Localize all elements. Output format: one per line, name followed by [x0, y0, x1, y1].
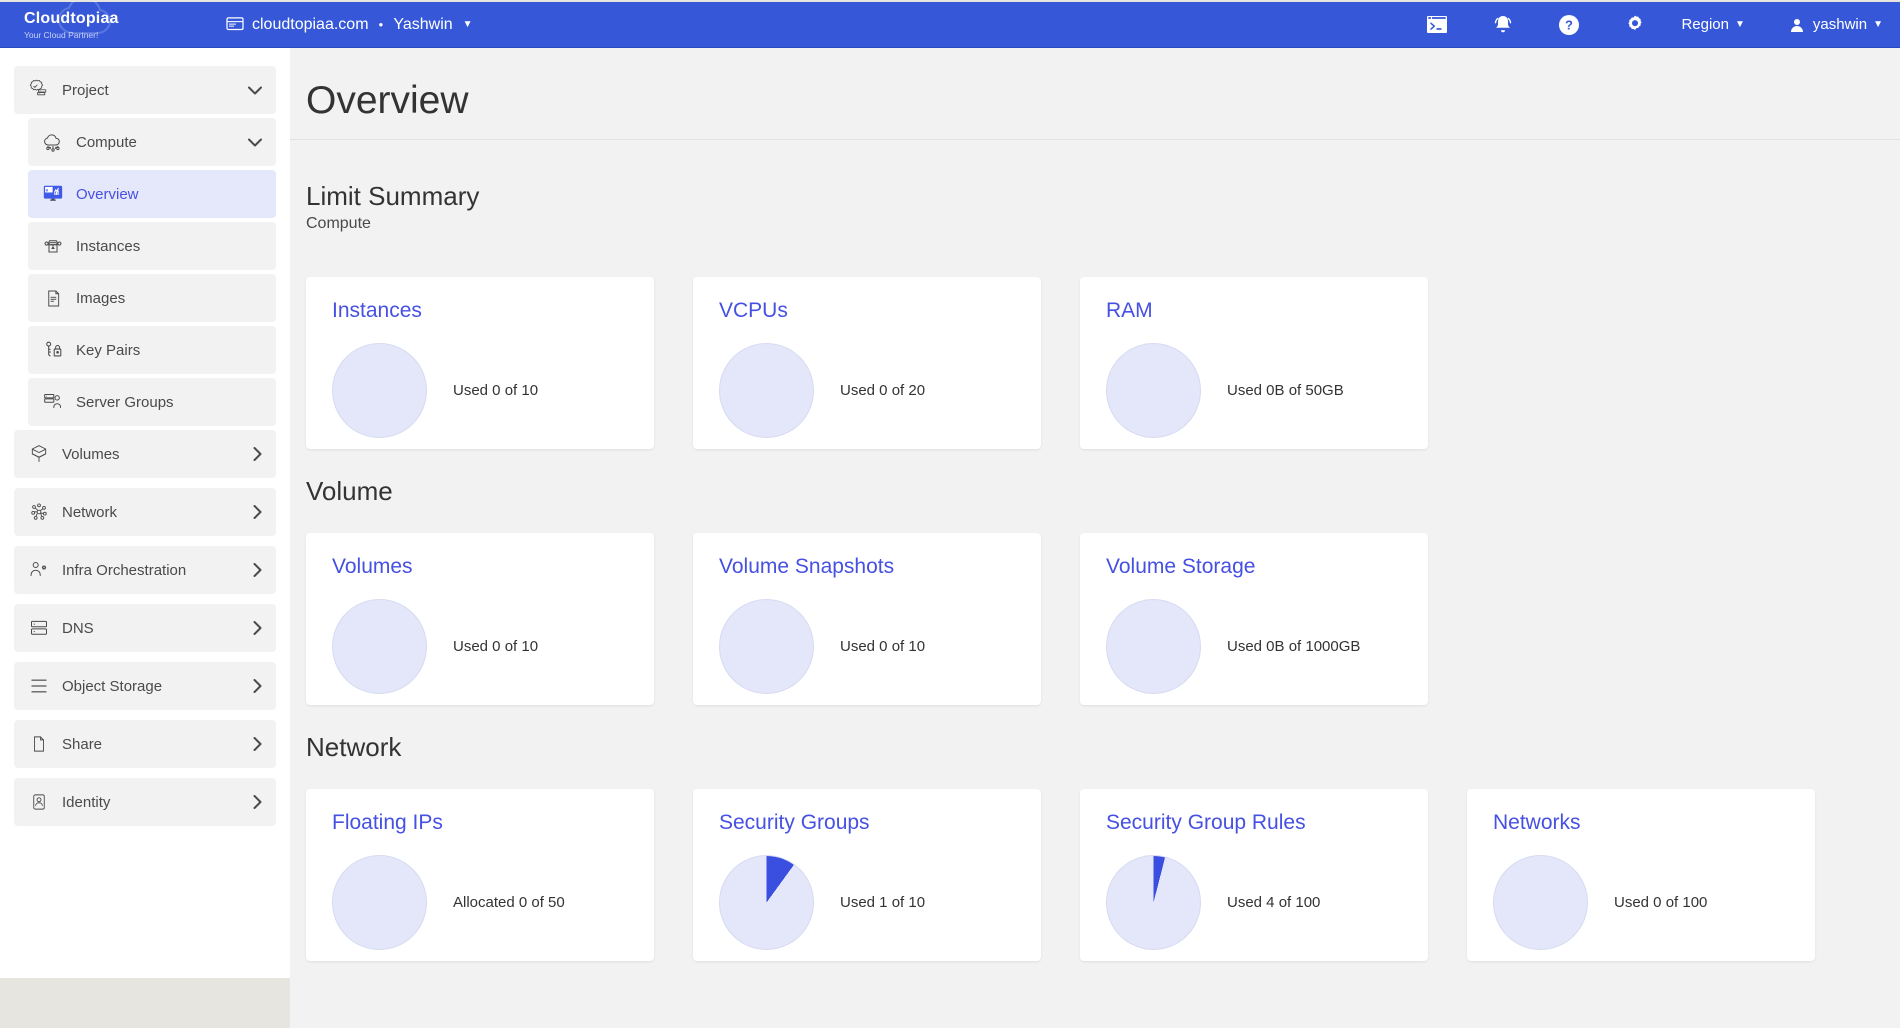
svg-text:?: ? — [1565, 17, 1573, 32]
